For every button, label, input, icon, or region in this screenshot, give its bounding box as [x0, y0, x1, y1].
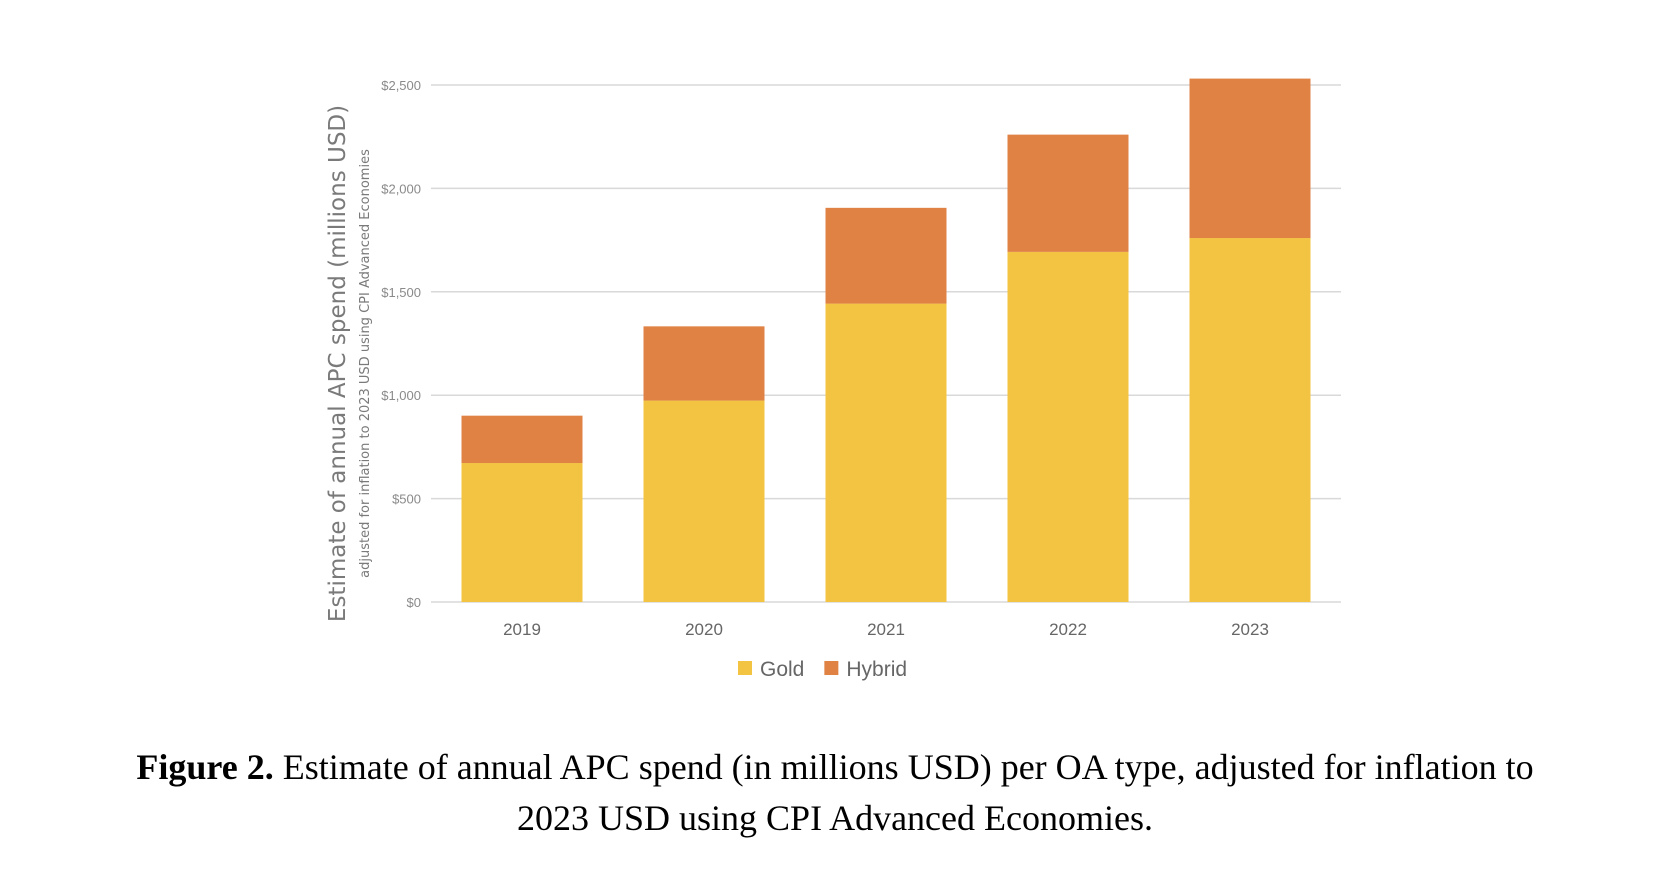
stacked-bar-chart: $0 $500 $1,000 $1,500 $2,000 $2,500 2019 2020 20…: [325, 78, 1341, 681]
x-tick-label: 2022: [1049, 620, 1087, 639]
y-tick-label: $0: [407, 595, 421, 610]
y-axis-subtitle: adjusted for inflation to 2023 USD using…: [358, 149, 373, 578]
bar-gold-2020: [643, 400, 765, 602]
y-tick-label: $2,000: [381, 181, 421, 196]
bar-hybrid-2022: [1007, 134, 1129, 252]
figure-caption-line2: 2023 USD using CPI Advanced Economies.: [517, 798, 1153, 838]
bar-hybrid-2020: [643, 326, 765, 401]
y-tick-label: $1,500: [381, 285, 421, 300]
bar-hybrid-2021: [825, 207, 947, 304]
bar-gold-2023: [1189, 238, 1311, 603]
caption-text: Estimate of annual APC spend (in million…: [273, 747, 1534, 787]
x-tick-label: 2020: [685, 620, 723, 639]
legend-swatch-hybrid: [824, 661, 839, 675]
bar-hybrid-2023: [1189, 78, 1311, 239]
y-axis-title: Estimate of annual APC spend (millions U…: [325, 105, 351, 622]
caption-label: Figure 2.: [136, 747, 274, 787]
y-tick-label: $500: [392, 492, 421, 507]
y-tick-label: $2,500: [381, 78, 421, 93]
bar-gold-2022: [1007, 251, 1129, 602]
bar-gold-2019: [461, 463, 583, 602]
legend-label: Gold: [760, 658, 804, 681]
x-tick-label: 2023: [1231, 620, 1269, 639]
legend-label: Hybrid: [846, 658, 907, 681]
bar-hybrid-2019: [461, 415, 583, 464]
x-tick-label: 2019: [503, 620, 541, 639]
legend-swatch-gold: [738, 661, 752, 675]
bar-gold-2021: [825, 303, 947, 602]
y-tick-label: $1,000: [381, 388, 421, 403]
x-tick-label: 2021: [867, 620, 905, 639]
figure-caption: Figure 2. Estimate of annual APC spend (…: [0, 746, 1670, 788]
